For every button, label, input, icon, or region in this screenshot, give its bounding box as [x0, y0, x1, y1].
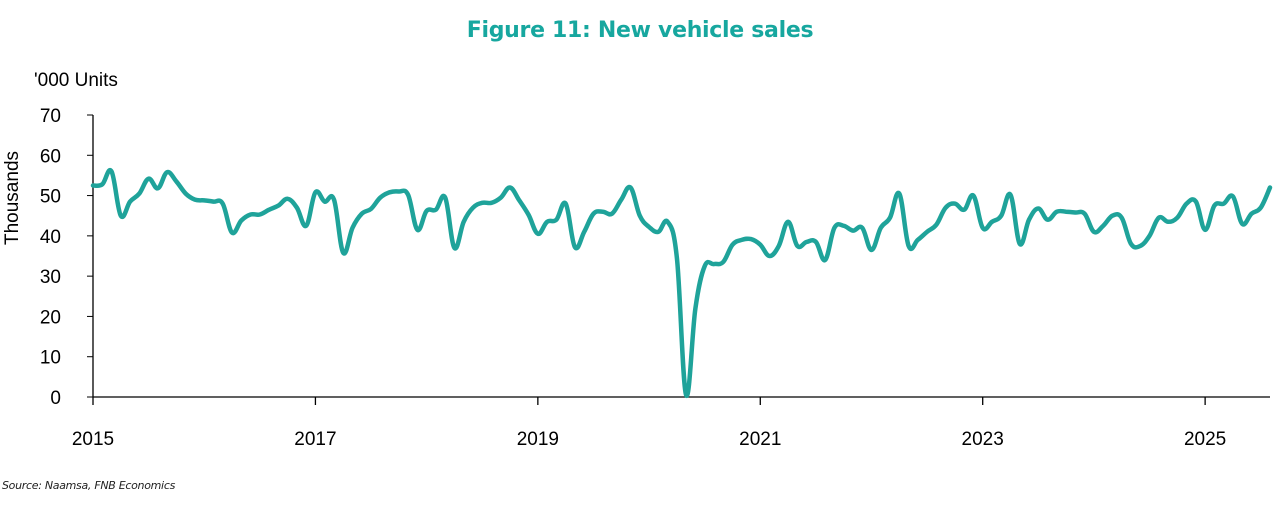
y-tick-label: 60	[40, 146, 61, 167]
y-tick-label: 70	[40, 106, 61, 127]
x-tick-label: 2017	[294, 429, 336, 450]
x-tick-label: 2021	[739, 429, 781, 450]
x-tick-label: 2015	[72, 429, 114, 450]
new-vehicle-sales-line	[90, 167, 1273, 398]
y-axis: 0 10 20 30 40 50 60 70	[40, 106, 94, 409]
x-tick-label: 2025	[1184, 429, 1226, 450]
y-tick-label: 40	[40, 227, 61, 248]
units-label: '000 Units	[34, 70, 118, 91]
y-tick-label: 50	[40, 187, 61, 208]
x-tick-label: 2019	[517, 429, 559, 450]
y-tick-label: 30	[40, 267, 61, 288]
y-tick-label: 0	[50, 388, 61, 409]
x-tick-label: 2023	[962, 429, 1004, 450]
chart-title: Figure 11: New vehicle sales	[466, 18, 814, 43]
y-tick-label: 20	[40, 307, 61, 328]
y-tick-label: 10	[40, 348, 61, 369]
y-axis-label: Thousands	[2, 151, 23, 245]
series-layer	[90, 167, 1273, 398]
source-note: Source: Naamsa, FNB Economics	[2, 479, 175, 492]
x-axis: 2015 2017 2019 2021 2023 2025	[72, 396, 1270, 450]
